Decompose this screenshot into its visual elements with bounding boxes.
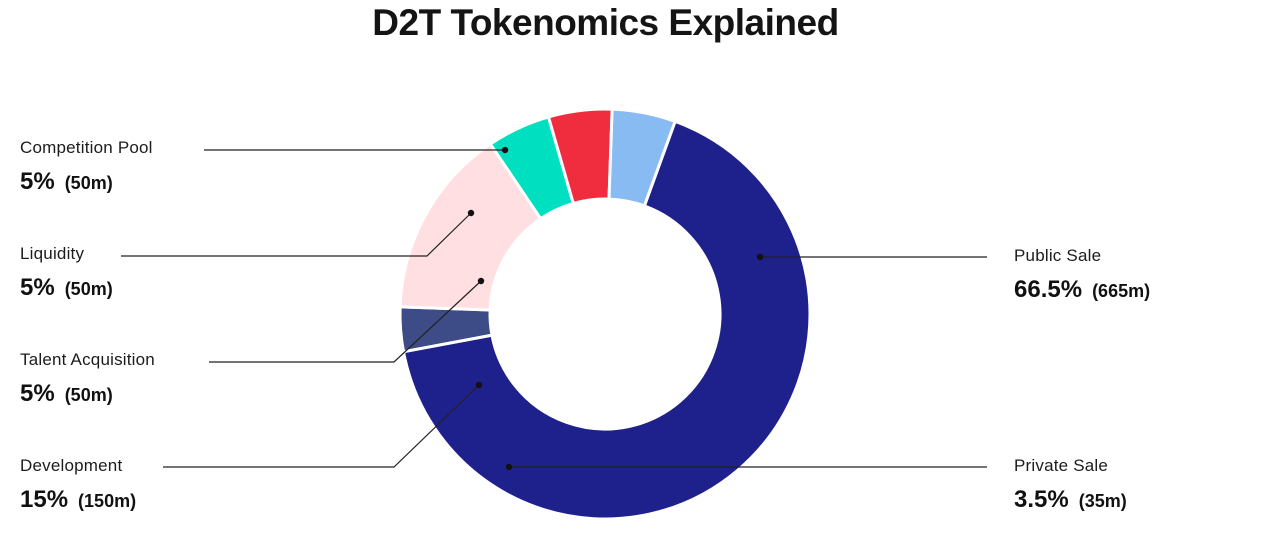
label-talent-acquisition: Talent Acquisition 5% (50m) <box>20 350 155 409</box>
label-percent: 3.5% <box>1014 486 1069 513</box>
label-value: 15% (150m) <box>20 486 136 515</box>
leader-line-development <box>163 384 480 468</box>
leader-dot-development <box>475 381 483 389</box>
label-development: Development 15% (150m) <box>20 456 136 515</box>
label-public-sale: Public Sale 66.5% (665m) <box>1014 246 1150 305</box>
label-amount: (150m) <box>78 491 137 511</box>
label-name: Public Sale <box>1014 246 1102 265</box>
leader-line-talent-acquisition <box>209 280 482 363</box>
label-amount: (35m) <box>1078 491 1127 511</box>
label-name: Private Sale <box>1014 456 1109 475</box>
label-value: 5% (50m) <box>20 274 113 303</box>
label-amount: (665m) <box>1092 281 1151 301</box>
label-amount: (50m) <box>64 385 113 405</box>
leader-dot-competition-pool <box>501 146 509 154</box>
leader-dot-private-sale <box>505 463 513 471</box>
label-name: Liquidity <box>20 244 85 263</box>
label-percent: 66.5% <box>1014 276 1083 303</box>
chart-title: D2T Tokenomics Explained <box>372 2 839 43</box>
label-value: 5% (50m) <box>20 380 155 409</box>
label-private-sale: Private Sale 3.5% (35m) <box>1014 456 1127 515</box>
label-name: Development <box>20 456 123 475</box>
label-competition-pool: Competition Pool 5% (50m) <box>20 138 153 197</box>
leader-dot-liquidity <box>467 209 475 217</box>
leader-dot-public-sale <box>756 253 764 261</box>
label-percent: 5% <box>20 274 55 301</box>
label-liquidity: Liquidity 5% (50m) <box>20 244 113 303</box>
label-amount: (50m) <box>64 279 113 299</box>
slice-competition-pool <box>607 107 678 208</box>
label-name: Competition Pool <box>20 138 153 157</box>
label-percent: 5% <box>20 380 55 407</box>
label-percent: 15% <box>20 486 69 513</box>
leader-dot-talent-acquisition <box>477 277 485 285</box>
label-value: 3.5% (35m) <box>1014 486 1127 515</box>
label-name: Talent Acquisition <box>20 350 155 369</box>
leader-line-liquidity <box>121 212 472 257</box>
label-value: 5% (50m) <box>20 168 153 197</box>
label-value: 66.5% (665m) <box>1014 276 1150 305</box>
label-percent: 5% <box>20 168 55 195</box>
label-amount: (50m) <box>64 173 113 193</box>
